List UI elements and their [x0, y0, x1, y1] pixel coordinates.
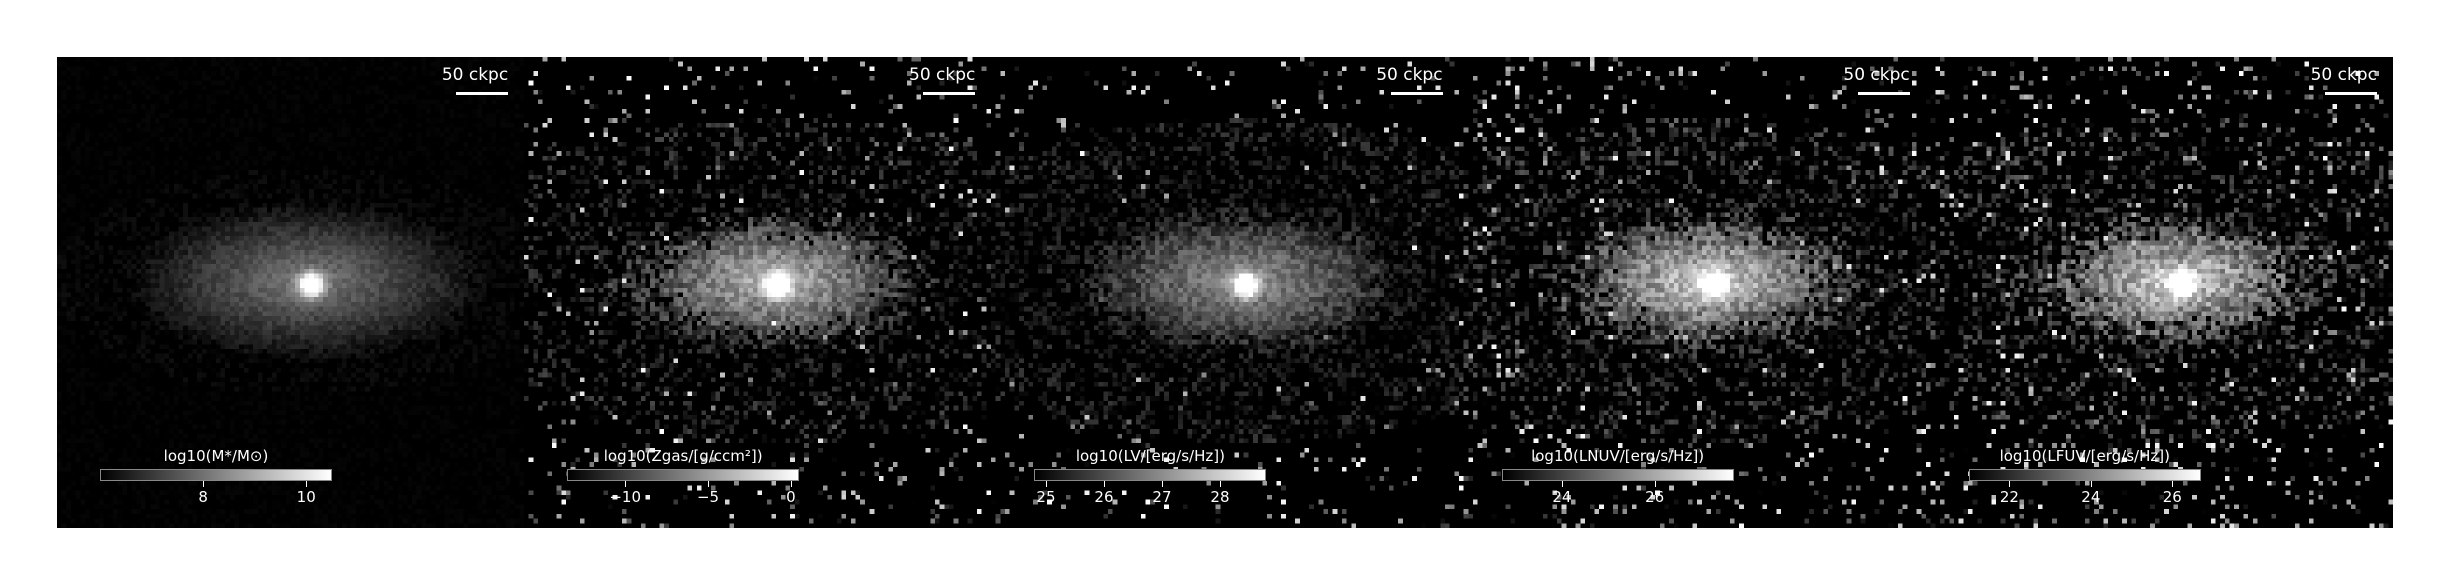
colorbar-tick-label: −5 [696, 488, 720, 506]
colorbar-tick-label: 8 [198, 488, 208, 506]
scale-bar-label: 50 ckpc [1376, 65, 1443, 85]
scale-bar [1857, 92, 1910, 95]
colorbar-label: log10(LFUV/[erg/s/Hz]) [1999, 447, 2170, 465]
colorbar-tick [625, 481, 627, 487]
colorbar-tick-label: 22 [1999, 488, 2019, 506]
colorbar-tick-label: 26 [2162, 488, 2182, 506]
galaxy-map-strip: 50 ckpc log10(M*/M⊙) 8 10 50 ckpc log10(Zgas/… [57, 57, 2393, 528]
colorbar-tick-label: 0 [786, 488, 796, 506]
scale-bar-label: 50 ckpc [2310, 65, 2377, 85]
colorbar-tick [1561, 481, 1563, 487]
panel-v-band-luminosity: 50 ckpc log10(LV/[erg/s/Hz]) 25 26 27 28 [991, 57, 1459, 528]
colorbar-tick-label: 27 [1152, 488, 1172, 506]
colorbar-tick [203, 481, 205, 487]
colorbar-tick-label: 26 [1645, 488, 1665, 506]
scale-bar [1390, 92, 1443, 95]
colorbar [100, 469, 332, 481]
colorbar-tick-label: 10 [296, 488, 316, 506]
colorbar-label: log10(Zgas/[g/ccm²]) [603, 447, 763, 465]
colorbar-tick-label: −10 [609, 488, 642, 506]
panel-stellar-mass: 50 ckpc log10(M*/M⊙) 8 10 [57, 57, 525, 528]
colorbar-label: log10(M*/M⊙) [163, 447, 269, 465]
colorbar-tick-label: 25 [1036, 488, 1056, 506]
panel-metallicity: 50 ckpc log10(Zgas/[g/ccm²]) −10 −5 0 [524, 57, 992, 528]
colorbar-tick [1654, 481, 1656, 487]
panel-fuv-luminosity: 50 ckpc log10(LFUV/[erg/s/Hz]) 22 24 26 [1925, 57, 2393, 528]
colorbar [1968, 469, 2201, 481]
colorbar-tick [1161, 481, 1163, 487]
colorbar-label: log10(LV/[erg/s/Hz]) [1075, 447, 1225, 465]
scale-bar [923, 92, 976, 95]
colorbar-tick [2090, 481, 2092, 487]
colorbar-label: log10(LNUV/[erg/s/Hz]) [1531, 447, 1705, 465]
colorbar-tick [708, 481, 710, 487]
panel-nuv-luminosity: 50 ckpc log10(LNUV/[erg/s/Hz]) 24 26 [1458, 57, 1926, 528]
colorbar-tick [1045, 481, 1047, 487]
colorbar-tick [2009, 481, 2011, 487]
colorbar-tick-label: 24 [1552, 488, 1572, 506]
colorbar-tick [1219, 481, 1221, 487]
colorbar-tick-label: 24 [2081, 488, 2101, 506]
scale-bar [2324, 92, 2377, 95]
colorbar-tick [306, 481, 308, 487]
galaxy-map-image [1925, 57, 2393, 528]
galaxy-map-image [991, 57, 1459, 528]
scale-bar-label: 50 ckpc [441, 65, 509, 85]
colorbar-tick [2172, 481, 2174, 487]
scale-bar-label: 50 ckpc [1843, 65, 1910, 85]
colorbar-tick [1103, 481, 1105, 487]
colorbar [1501, 469, 1734, 481]
galaxy-map-image [57, 57, 525, 528]
colorbar [567, 469, 800, 481]
colorbar-tick [790, 481, 792, 487]
galaxy-map-image [1458, 57, 1926, 528]
colorbar-tick-label: 28 [1210, 488, 1230, 506]
colorbar-tick-label: 26 [1094, 488, 1114, 506]
scale-bar [456, 92, 509, 95]
scale-bar-label: 50 ckpc [909, 65, 976, 85]
colorbar [1034, 469, 1267, 481]
galaxy-map-image [524, 57, 992, 528]
